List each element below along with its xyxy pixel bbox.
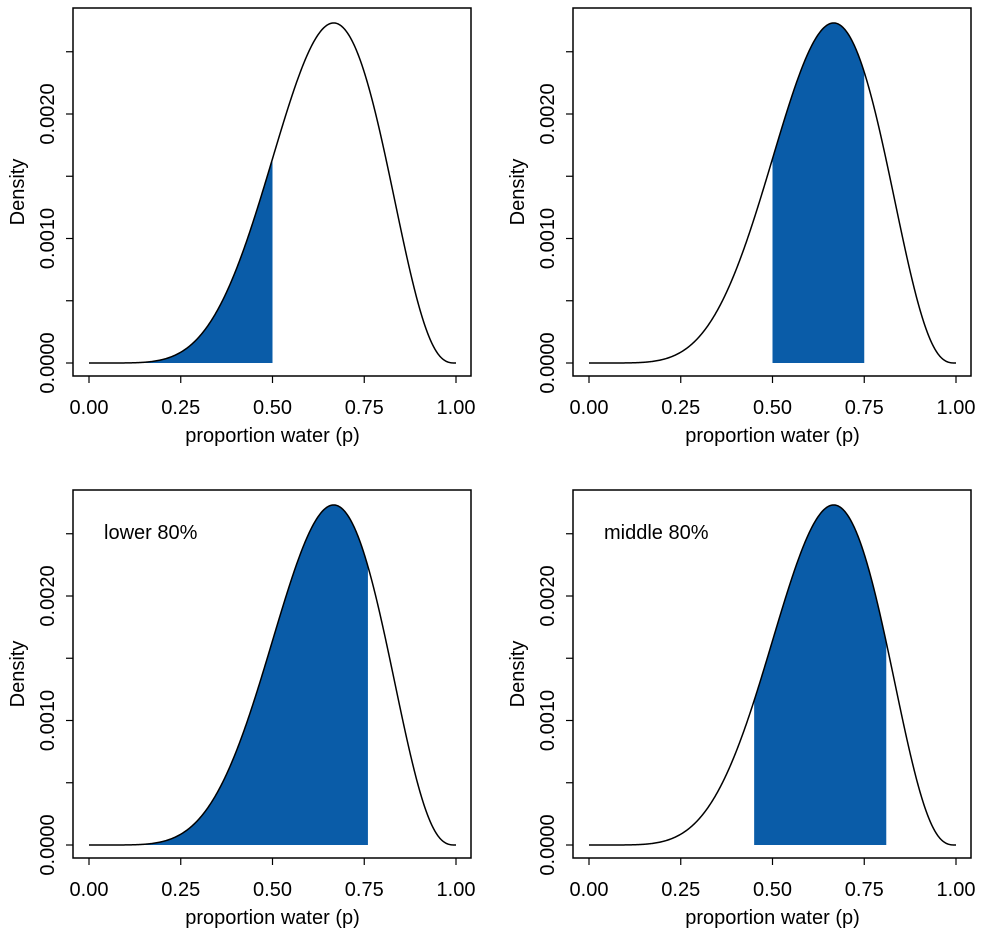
density-curve [89, 22, 456, 364]
x-tick-label: 1.00 [437, 879, 476, 901]
y-axis-label: Density [7, 641, 29, 708]
y-tick-label: 0.0020 [37, 83, 59, 144]
shaded-interval [89, 504, 368, 845]
x-tick-label: 0.00 [70, 879, 109, 901]
panel-annotation: middle 80% [604, 522, 709, 544]
y-tick-label: 0.0010 [537, 208, 559, 269]
shaded-interval [754, 504, 887, 845]
y-tick-label: 0.0000 [537, 332, 559, 393]
x-tick-label: 0.25 [661, 879, 700, 901]
x-tick-label: 0.25 [161, 879, 200, 901]
panel-annotation: lower 80% [104, 522, 198, 544]
y-tick-label: 0.0010 [37, 690, 59, 751]
shaded-interval [89, 158, 273, 363]
panel-bottom-right: 0.00 0.25 0.50 0.75 1.00 0.0000 0.0010 0.0020 mi… [507, 489, 976, 929]
x-tick-label: 0.00 [570, 397, 609, 419]
x-tick-label: 0.25 [161, 397, 200, 419]
y-tick-label: 0.0020 [537, 83, 559, 144]
x-tick-label: 0.50 [753, 397, 792, 419]
x-tick-label: 1.00 [937, 879, 976, 901]
x-tick-label: 0.50 [253, 879, 292, 901]
x-tick-label: 0.50 [253, 397, 292, 419]
x-axis-label: proportion water (p) [685, 907, 860, 929]
y-tick-label: 0.0020 [537, 565, 559, 626]
y-tick-label: 0.0000 [537, 814, 559, 875]
x-tick-label: 0.50 [753, 879, 792, 901]
y-axis-label: Density [507, 159, 529, 226]
y-axis-label: Density [507, 641, 529, 708]
x-tick-label: 0.75 [345, 397, 384, 419]
x-tick-label: 0.75 [845, 879, 884, 901]
shaded-interval [772, 22, 865, 363]
x-tick-label: 0.25 [661, 397, 700, 419]
panel-top-right: 0.00 0.25 0.50 0.75 1.00 0.0000 0.0010 0.0020 pr… [507, 7, 976, 447]
y-tick-label: 0.0000 [37, 814, 59, 875]
x-axis-label: proportion water (p) [185, 425, 360, 447]
x-tick-label: 1.00 [437, 397, 476, 419]
x-axis-label: proportion water (p) [185, 907, 360, 929]
y-axis-label: Density [7, 159, 29, 226]
density-curve [589, 504, 956, 846]
x-tick-label: 1.00 [937, 397, 976, 419]
x-tick-label: 0.00 [70, 397, 109, 419]
panel-bottom-left: 0.00 0.25 0.50 0.75 1.00 0.0000 0.0010 0.0020 lo… [7, 489, 476, 929]
density-curve [589, 22, 956, 364]
x-tick-label: 0.00 [570, 879, 609, 901]
x-axis-label: proportion water (p) [685, 425, 860, 447]
y-tick-label: 0.0000 [37, 332, 59, 393]
y-tick-label: 0.0020 [37, 565, 59, 626]
y-tick-label: 0.0010 [37, 208, 59, 269]
plot-box [572, 7, 972, 377]
density-curve [89, 504, 456, 846]
x-tick-label: 0.75 [345, 879, 384, 901]
panel-top-left: 0.00 0.25 0.50 0.75 1.00 0.0000 0.0010 0.0020 pr… [7, 7, 476, 447]
y-tick-label: 0.0010 [537, 690, 559, 751]
x-tick-label: 0.75 [845, 397, 884, 419]
